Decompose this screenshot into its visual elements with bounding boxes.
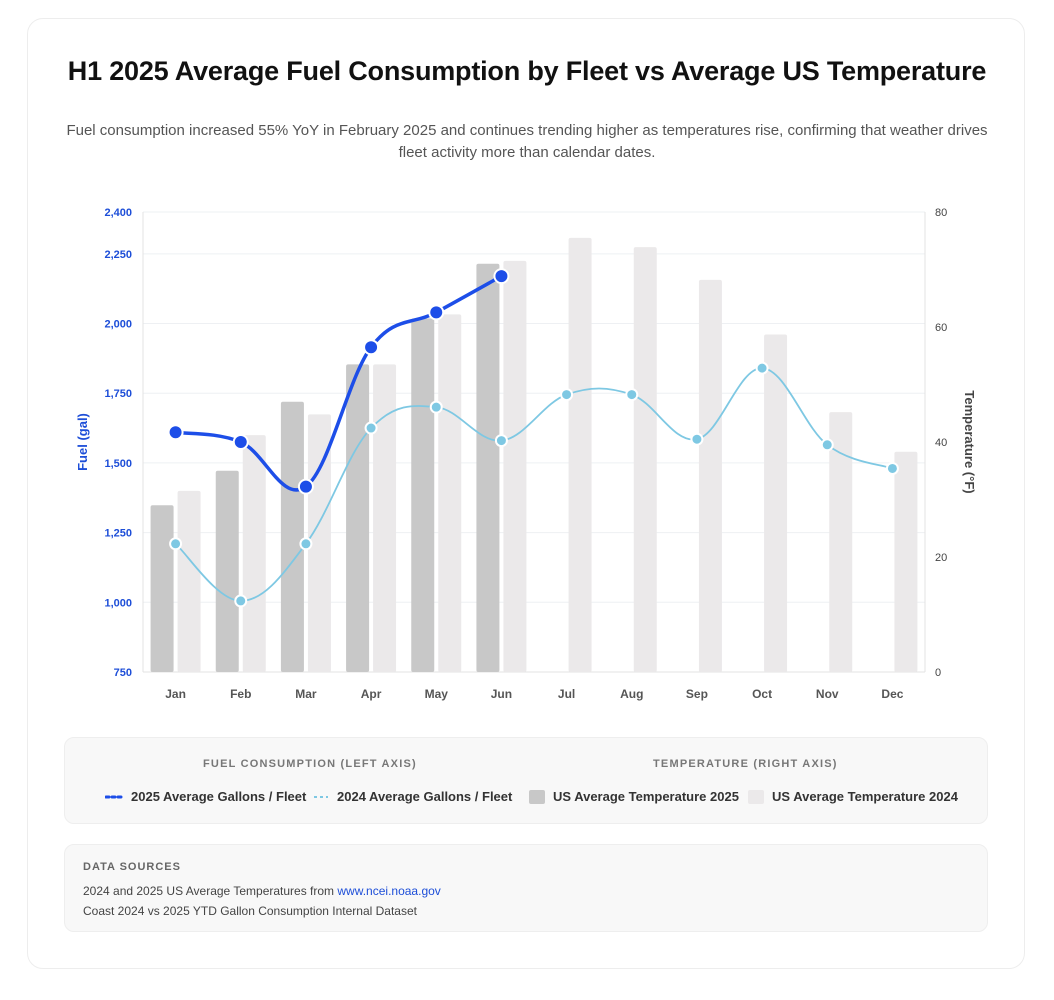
noaa-link[interactable]: www.ncei.noaa.gov xyxy=(337,884,441,898)
legend-panel: FUEL CONSUMPTION (LEFT AXIS) TEMPERATURE… xyxy=(64,737,988,824)
bar-temp-2024 xyxy=(177,490,201,672)
x-tick-label: Sep xyxy=(686,687,708,701)
x-tick-label: Dec xyxy=(881,687,903,701)
bar-temp-2024 xyxy=(894,451,918,672)
legend-label: US Average Temperature 2024 xyxy=(772,789,958,804)
bar-swatch-icon xyxy=(748,789,764,804)
x-tick-label: May xyxy=(425,687,449,701)
x-tick-label: Oct xyxy=(752,687,772,701)
y-right-tick-label: 40 xyxy=(935,437,947,449)
legend-label: US Average Temperature 2025 xyxy=(553,789,739,804)
bar-temp-2025 xyxy=(280,401,304,672)
y-left-axis-title: Fuel (gal) xyxy=(75,413,90,471)
bar-temp-2025 xyxy=(411,318,435,672)
bar-temp-2024 xyxy=(242,435,266,672)
legend-heading-temperature: TEMPERATURE (RIGHT AXIS) xyxy=(653,758,838,770)
data-sources-panel: DATA SOURCES 2024 and 2025 US Average Te… xyxy=(64,844,988,932)
y-left-tick-label: 1,750 xyxy=(104,388,132,400)
bar-temp-2025 xyxy=(150,505,174,672)
y-left-tick-label: 1,000 xyxy=(104,597,132,609)
point-fuel-2025 xyxy=(167,424,184,441)
point-fuel-2024 xyxy=(690,432,704,446)
point-fuel-2024 xyxy=(820,438,834,452)
legend-item-2025-fuel[interactable]: 2025 Average Gallons / Fleet xyxy=(105,789,306,804)
dashed-line-swatch-icon xyxy=(314,795,328,798)
bar-temp-2025 xyxy=(215,470,239,672)
bar-temp-2024 xyxy=(764,334,788,672)
chart-title: H1 2025 Average Fuel Consumption by Flee… xyxy=(67,56,987,86)
point-fuel-2024 xyxy=(755,361,769,375)
y-left-tick-label: 2,400 xyxy=(104,207,132,219)
point-fuel-2024 xyxy=(299,537,313,551)
source-text: 2024 and 2025 US Average Temperatures fr… xyxy=(83,884,338,898)
point-fuel-2024 xyxy=(885,461,899,475)
bar-temp-2024 xyxy=(503,260,527,672)
combo-chart: 750 1,000 1,250 1,500 1,750 2,000 2,250 2,400 0 2… xyxy=(75,207,977,701)
point-fuel-2024 xyxy=(494,434,508,448)
x-tick-label: Nov xyxy=(816,687,839,701)
legend-heading-fuel: FUEL CONSUMPTION (LEFT AXIS) xyxy=(203,758,417,770)
y-right-tick-label: 80 xyxy=(935,207,947,219)
y-right-tick-label: 0 xyxy=(935,667,941,679)
y-left-tick-label: 1,250 xyxy=(104,528,132,540)
chart-subtitle: Fuel consumption increased 55% YoY in Fe… xyxy=(66,122,988,161)
point-fuel-2024 xyxy=(429,400,443,414)
x-tick-label: Mar xyxy=(295,687,317,701)
legend-item-2024-temperature[interactable]: US Average Temperature 2024 xyxy=(748,789,958,804)
y-right-axis-title: Temperature (°F) xyxy=(962,390,977,493)
point-fuel-2025 xyxy=(493,268,510,285)
y-left-tick-label: 2,000 xyxy=(104,319,132,331)
bar-swatch-icon xyxy=(529,789,545,804)
point-fuel-2024 xyxy=(234,594,248,608)
legend-item-2025-temperature[interactable]: US Average Temperature 2025 xyxy=(529,789,739,804)
legend-item-2024-fuel[interactable]: 2024 Average Gallons / Fleet xyxy=(313,789,512,804)
y-left-tick-label: 750 xyxy=(114,667,132,679)
point-fuel-2024 xyxy=(169,537,183,551)
point-fuel-2025 xyxy=(363,339,380,356)
bar-temp-2024 xyxy=(829,412,853,672)
x-tick-label: Aug xyxy=(620,687,643,701)
y-right-tick-label: 20 xyxy=(935,552,947,564)
source-line-fuel: Coast 2024 vs 2025 YTD Gallon Consumptio… xyxy=(83,904,417,918)
point-fuel-2024 xyxy=(560,388,574,402)
bar-temp-2024 xyxy=(568,237,592,672)
source-line-temperature: 2024 and 2025 US Average Temperatures fr… xyxy=(83,884,441,898)
bar-temp-2024 xyxy=(438,314,462,672)
x-tick-label: Jul xyxy=(558,687,575,701)
point-fuel-2024 xyxy=(364,421,378,435)
legend-label: 2025 Average Gallons / Fleet xyxy=(131,789,307,804)
point-fuel-2025 xyxy=(297,478,314,495)
y-left-tick-label: 1,500 xyxy=(104,458,132,470)
y-right-tick-label: 60 xyxy=(935,322,947,334)
y-left-tick-label: 2,250 xyxy=(104,249,132,261)
legend-label: 2024 Average Gallons / Fleet xyxy=(337,789,513,804)
point-fuel-2025 xyxy=(428,304,445,321)
point-fuel-2024 xyxy=(625,388,639,402)
bar-temp-2025 xyxy=(346,364,370,672)
point-fuel-2025 xyxy=(232,434,249,450)
bar-temp-2024 xyxy=(698,279,722,672)
sources-heading: DATA SOURCES xyxy=(83,861,181,873)
x-tick-label: Jun xyxy=(491,687,512,701)
bar-temp-2024 xyxy=(373,364,397,672)
x-tick-label: Feb xyxy=(230,687,251,701)
x-tick-label: Jan xyxy=(165,687,186,701)
dotted-line-swatch-icon xyxy=(105,795,123,798)
x-tick-label: Apr xyxy=(361,687,382,701)
bar-temp-2025 xyxy=(476,263,500,672)
bar-temp-2024 xyxy=(633,247,657,672)
